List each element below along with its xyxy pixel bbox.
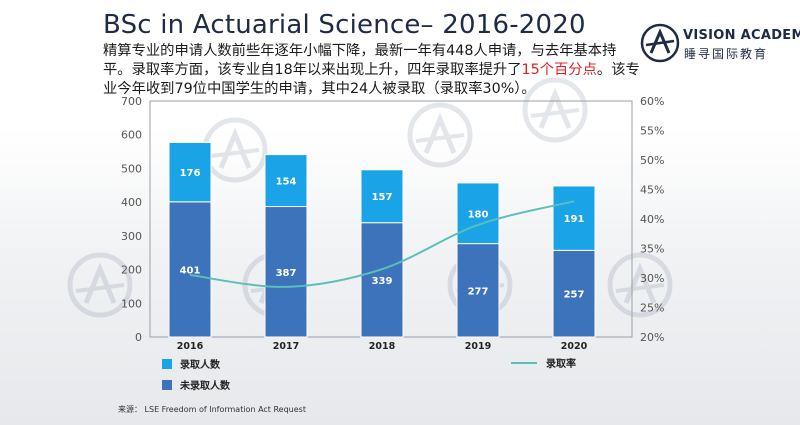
bar-accepted-label: 176 <box>180 168 201 179</box>
rate-line <box>189 200 575 288</box>
description-part1: 精算专业的申请人数前些年逐年小幅下降，最新一年有448人申请，与去年基本持平。录… <box>103 43 617 78</box>
bar-accepted <box>360 169 404 224</box>
y-tick-label: 400 <box>121 196 142 209</box>
logo-name: VISION ACADEMY <box>683 28 800 43</box>
page-title: BSc in Actuarial Science– 2016-2020 <box>103 10 586 40</box>
watermark-icon <box>522 77 588 143</box>
bar-accepted-label: 154 <box>276 177 297 188</box>
legend-swatch-accepted <box>162 359 172 369</box>
bar-rejected-label: 339 <box>372 276 393 287</box>
watermark-icon <box>67 252 133 318</box>
watermark-icon <box>202 117 268 183</box>
bar-accepted <box>456 182 500 245</box>
y2-tick-label: 50% <box>640 154 664 167</box>
y2-tick-label: 55% <box>640 125 664 138</box>
y-tick-label: 600 <box>121 129 142 142</box>
logo-chinese: 睡寻国际教育 <box>684 47 769 61</box>
bar-rejected <box>552 249 596 338</box>
bar-rejected-label: 277 <box>468 286 489 297</box>
y-tick-label: 200 <box>121 264 142 277</box>
legend-label-rate: 录取率 <box>546 357 576 370</box>
bar-rejected-label: 257 <box>564 290 585 301</box>
watermark-icon <box>407 102 473 168</box>
watermark-icon <box>607 252 673 318</box>
bar-accepted-label: 191 <box>564 214 585 225</box>
y-tick-label: 500 <box>121 162 142 175</box>
x-tick-label: 2016 <box>177 341 204 352</box>
y2-tick-label: 40% <box>640 213 664 226</box>
bar-accepted-label: 157 <box>372 192 393 203</box>
bar-accepted-label: 180 <box>468 209 489 220</box>
bar-rejected <box>264 206 308 338</box>
x-tick-label: 2020 <box>561 341 588 352</box>
bar-accepted <box>552 185 596 251</box>
bar-rejected <box>360 222 404 338</box>
description-text: 精算专业的申请人数前些年逐年小幅下降，最新一年有448人申请，与去年基本持平。录… <box>103 42 643 99</box>
x-tick-label: 2018 <box>369 341 396 352</box>
y-tick-label: 100 <box>121 297 142 310</box>
description-highlight: 15个百分点 <box>521 62 597 78</box>
legend-label-accepted: 录取人数 <box>180 358 221 371</box>
bar-accepted <box>264 154 308 208</box>
legend-swatch-rejected <box>162 380 172 390</box>
bar-rejected-label: 387 <box>276 268 297 279</box>
y2-tick-label: 35% <box>640 243 664 256</box>
y-tick-label: 700 <box>121 95 142 108</box>
chart-source: 来源： LSE Freedom of Information Act Reque… <box>118 405 306 414</box>
description-part2: 。该专业今年收到79位中国学生的申请，其中24人被录取（录取率30%）。 <box>103 62 640 97</box>
bar-rejected-label: 401 <box>180 265 201 276</box>
x-tick-label: 2019 <box>465 341 491 352</box>
y2-tick-label: 30% <box>640 272 664 285</box>
y-tick-label: 300 <box>121 230 142 243</box>
y2-tick-label: 45% <box>640 184 664 197</box>
y2-tick-label: 25% <box>640 302 664 315</box>
logo-emblem-icon <box>640 23 680 63</box>
bar-accepted <box>168 141 212 203</box>
brand-logo: VISION ACADEMY 睡寻国际教育 <box>640 18 800 68</box>
legend-label-rejected: 未录取人数 <box>179 379 231 392</box>
bar-rejected <box>168 201 212 338</box>
x-tick-label: 2017 <box>273 341 299 352</box>
y2-tick-label: 20% <box>640 331 664 344</box>
bar-rejected <box>456 243 500 338</box>
y2-tick-label: 60% <box>640 95 664 108</box>
y-tick-label: 0 <box>135 331 142 344</box>
